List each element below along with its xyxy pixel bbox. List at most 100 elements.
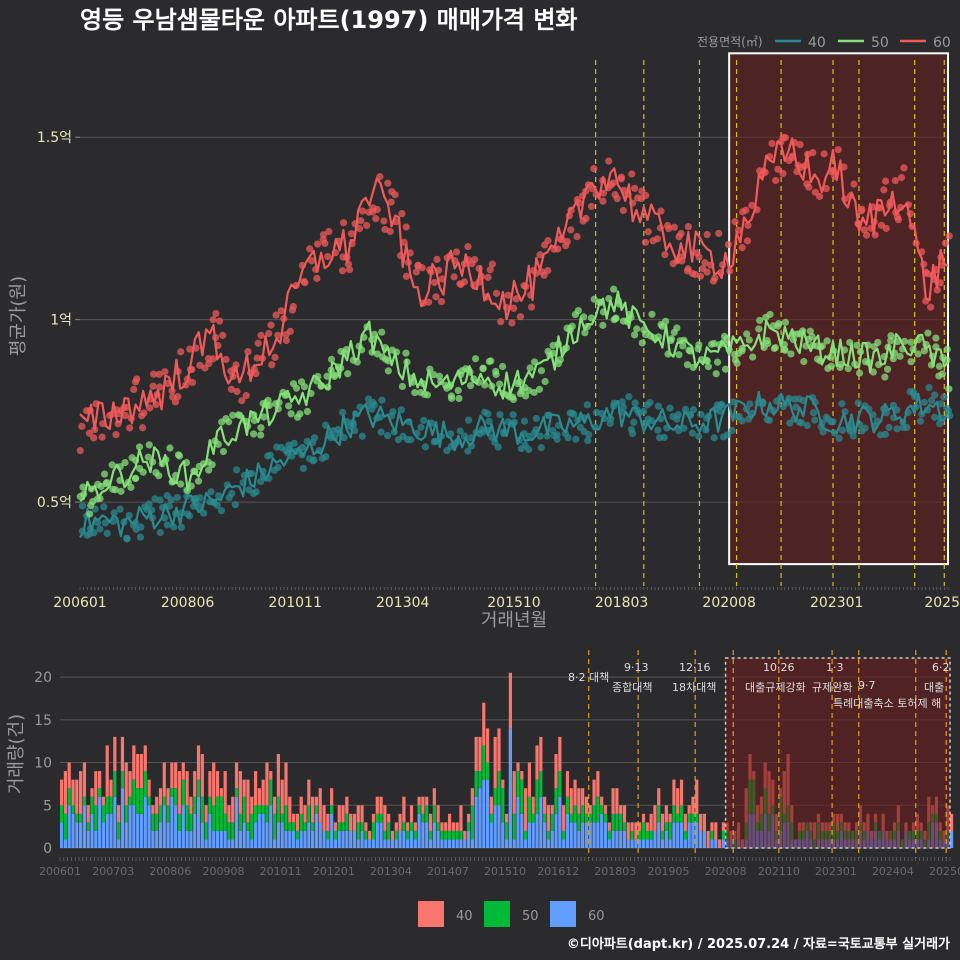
price-point (815, 192, 824, 201)
price-point (450, 273, 458, 281)
volume-bar-40 (524, 788, 528, 831)
price-point (163, 521, 172, 529)
volume-bar-50 (113, 771, 117, 797)
volume-bar-60 (698, 830, 703, 848)
volume-bar-60 (272, 839, 277, 848)
volume-bar-50 (562, 830, 566, 840)
volume-bar-50 (90, 796, 94, 814)
price-y-axis-title: 평균가(원) (8, 276, 29, 356)
price-point (893, 406, 901, 414)
volume-bar-40 (489, 796, 493, 814)
price-point (233, 466, 241, 474)
price-point (509, 395, 518, 404)
volume-bar-60 (158, 822, 163, 848)
volume-bar-40 (710, 822, 714, 831)
price-point (712, 370, 720, 378)
volume-bar-60 (318, 822, 322, 848)
volume-bar-60 (634, 839, 638, 848)
price-point (389, 408, 397, 416)
volume-bar-40 (204, 805, 208, 823)
volume-bar-40 (208, 771, 212, 797)
volume-bar-60 (292, 830, 296, 848)
volume-bar-40 (634, 822, 638, 840)
price-point (945, 232, 953, 240)
volume-bar-50 (451, 830, 455, 840)
price-point (252, 488, 260, 496)
volume-bar-50 (375, 813, 379, 823)
price-point (173, 493, 181, 502)
volume-bar-50 (360, 822, 364, 831)
volume-bar-40 (482, 702, 486, 746)
volume-bar-40 (638, 822, 642, 831)
volume-bar-50 (238, 813, 242, 831)
price-point (488, 260, 496, 268)
price-point (834, 146, 842, 154)
price-point (738, 244, 746, 252)
price-point (570, 410, 578, 418)
price-point (666, 404, 674, 412)
price-point (703, 268, 711, 276)
volume-bar-40 (212, 762, 216, 806)
volume-bar-60 (177, 830, 182, 848)
price-point (290, 439, 298, 447)
price-point (633, 325, 641, 333)
price-point (100, 503, 108, 511)
volume-bar-40 (619, 805, 623, 814)
volume-bar-50 (531, 813, 535, 823)
price-point (486, 266, 494, 274)
volume-bar-50 (466, 822, 471, 831)
volume-bar-60 (535, 813, 539, 848)
volume-annotation: 12·16 (679, 661, 711, 674)
volume-bar-60 (189, 830, 193, 848)
price-point (587, 202, 596, 211)
price-point (200, 509, 208, 517)
volume-bar-40 (113, 736, 117, 772)
volume-bar-50 (600, 805, 604, 814)
volume-bar-40 (493, 736, 497, 789)
volume-bar-60 (337, 830, 341, 848)
price-point (209, 355, 217, 363)
volume-bar-40 (360, 805, 364, 823)
price-point (689, 406, 698, 414)
volume-bar-60 (543, 822, 547, 848)
volume-bar-60 (143, 796, 147, 848)
price-point (803, 421, 811, 430)
volume-bar-40 (520, 771, 524, 780)
price-point (139, 468, 147, 476)
volume-bar-40 (592, 779, 596, 806)
volume-bar-60 (683, 839, 687, 848)
volume-bar-50 (189, 813, 193, 831)
volume-bar-50 (584, 813, 589, 823)
volume-bar-60 (428, 839, 433, 848)
volume-annotation: 9·13 (624, 661, 649, 674)
volume-bar-40 (86, 805, 90, 823)
volume-bar-40 (539, 736, 543, 772)
volume-bar-40 (196, 745, 201, 780)
volume-bar-60 (638, 839, 642, 848)
price-point (903, 423, 911, 432)
volume-bar-60 (204, 839, 208, 848)
volume-bar-50 (136, 788, 140, 814)
price-highlight-box (728, 52, 950, 566)
volume-x-tick-label: 201612 (537, 865, 579, 878)
volume-bar-40 (174, 762, 178, 789)
volume-bar-60 (86, 830, 90, 848)
price-point (742, 206, 750, 214)
price-point (510, 304, 518, 312)
price-point (301, 279, 309, 287)
price-point (907, 338, 915, 346)
volume-bar-50 (272, 813, 277, 840)
volume-bar-60 (208, 813, 212, 848)
price-point (525, 432, 533, 440)
price-point (520, 417, 529, 425)
volume-bar-50 (565, 796, 570, 814)
volume-bar-60 (619, 830, 623, 848)
volume-bar-60 (231, 839, 235, 848)
price-point (303, 407, 312, 416)
price-point (544, 236, 552, 245)
volume-y-tick-label: 0 (43, 841, 52, 857)
volume-bar-60 (398, 830, 402, 848)
price-point (704, 363, 713, 371)
price-point (894, 216, 903, 224)
price-point (882, 409, 891, 417)
